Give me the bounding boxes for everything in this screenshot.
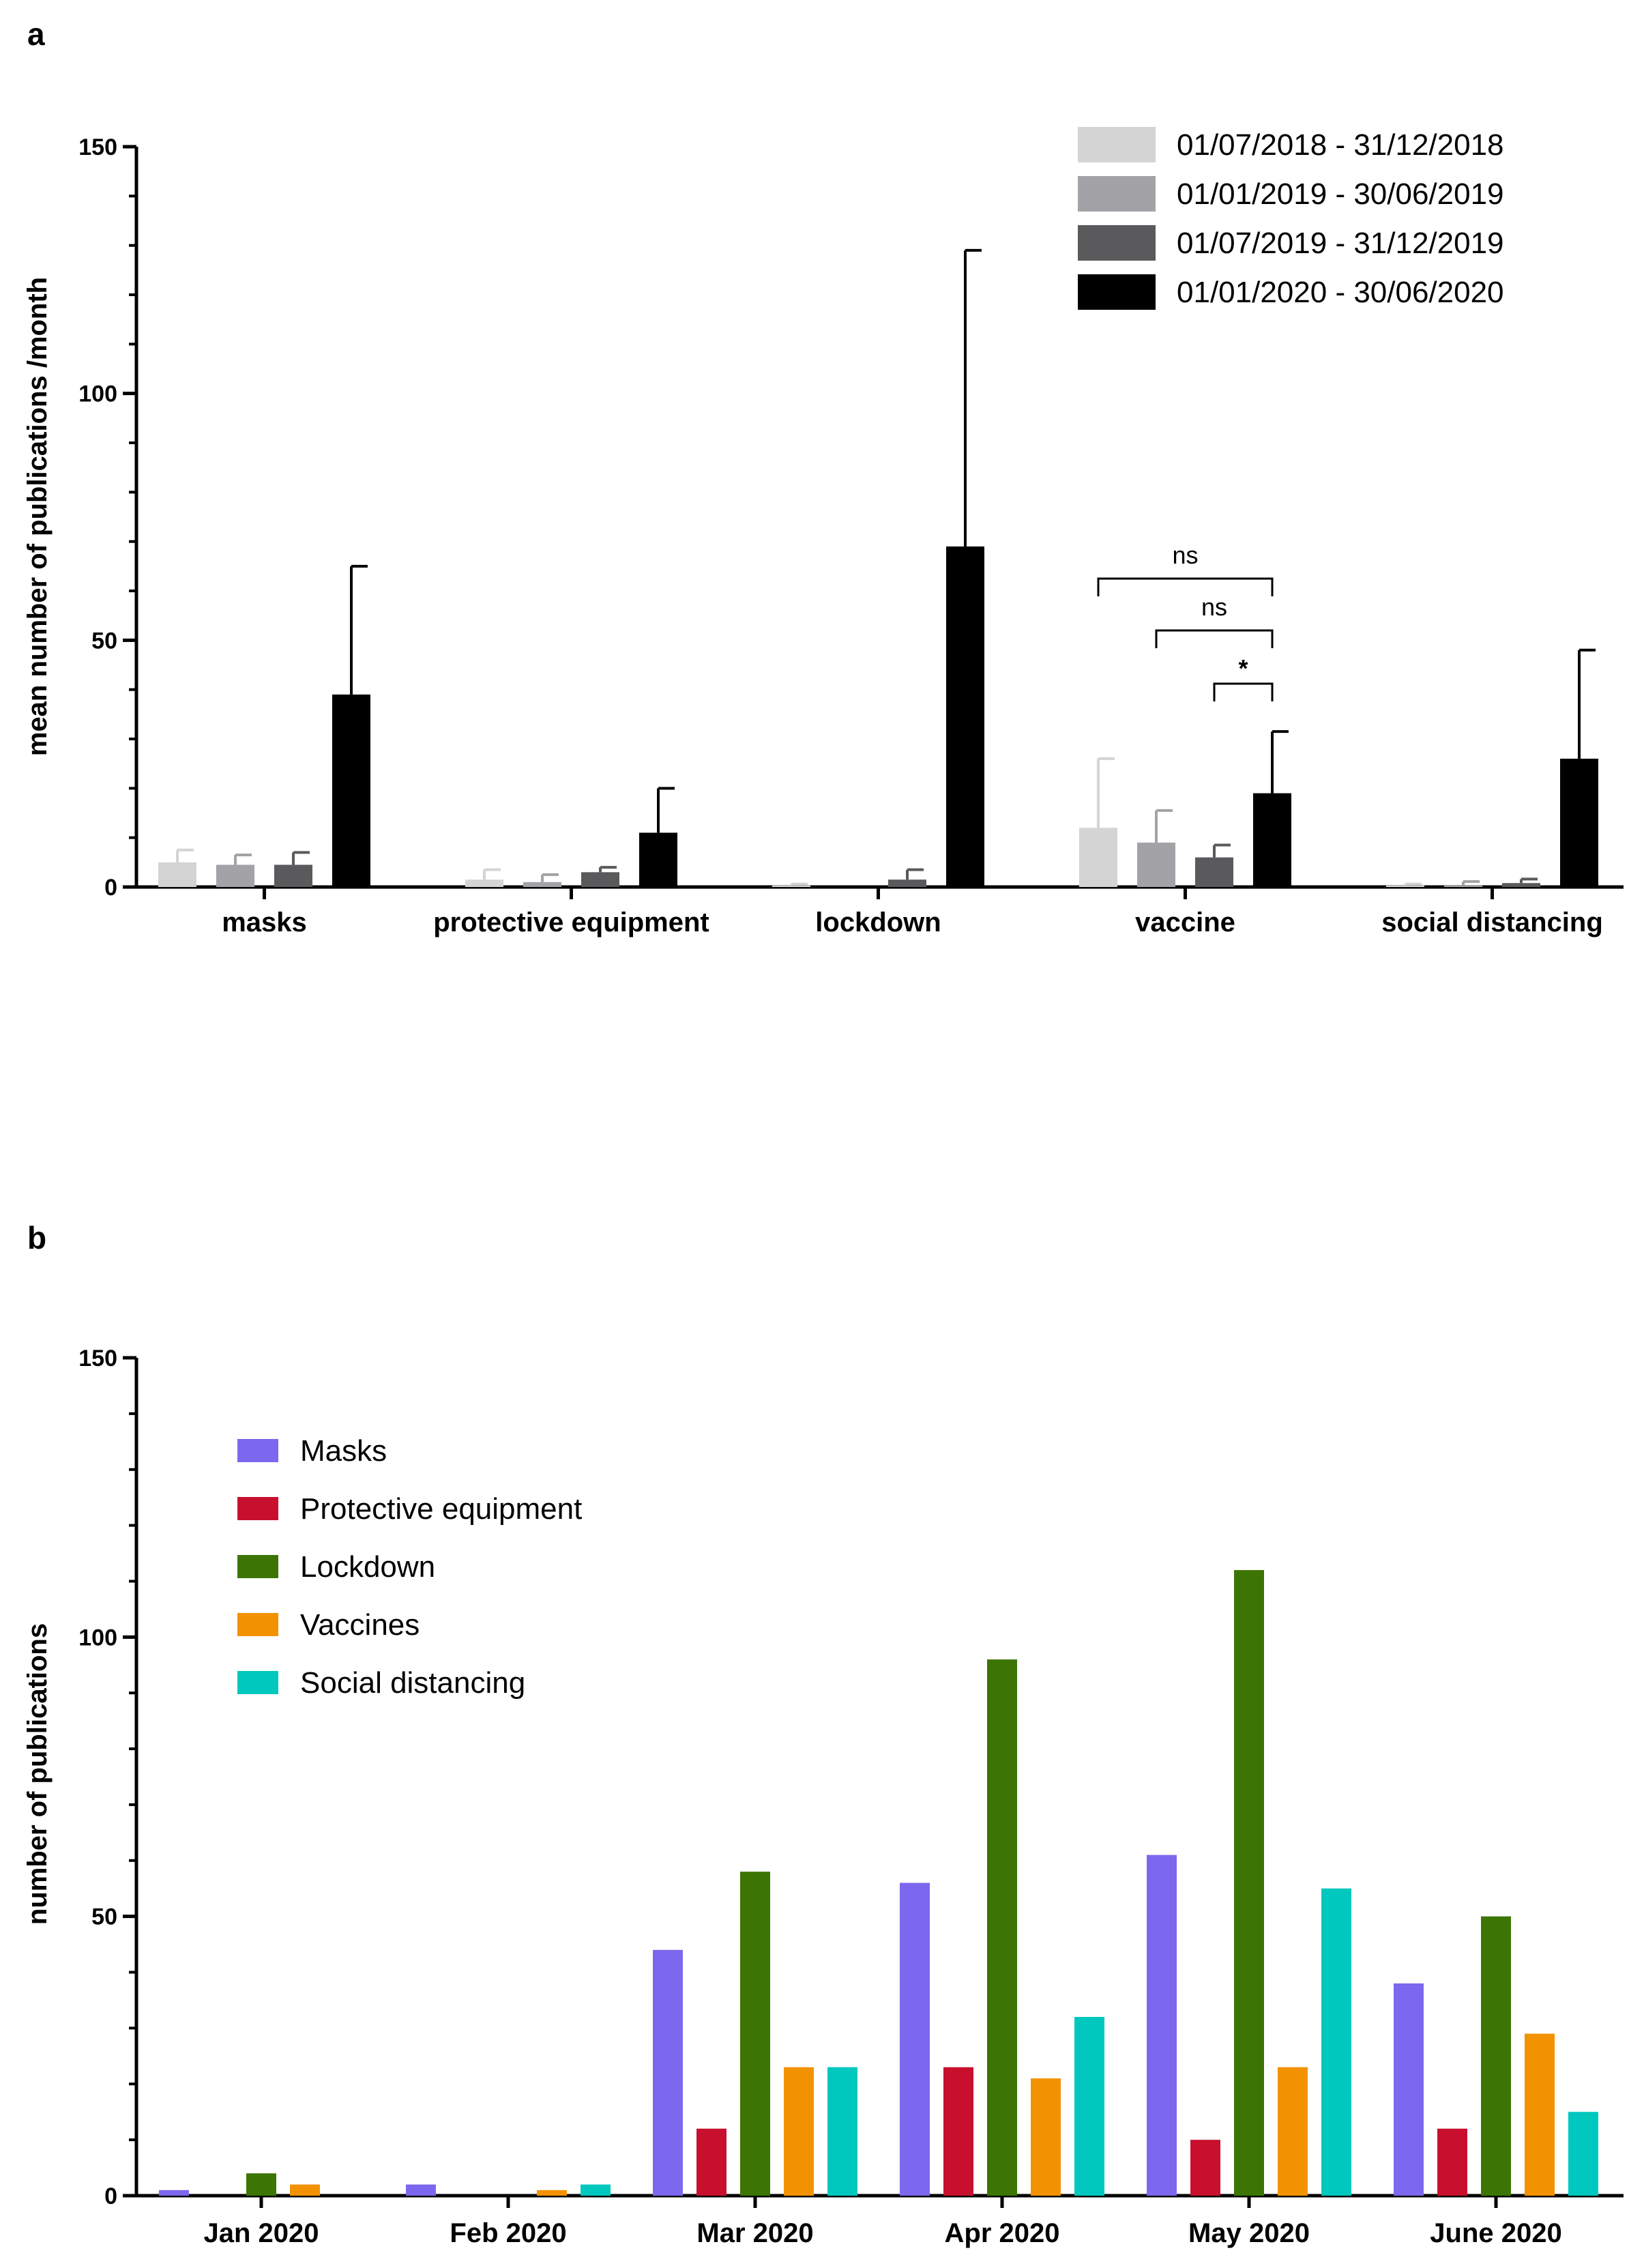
bar [1074,2017,1104,2196]
bar [1190,2140,1220,2196]
y-tick-label: 150 [78,134,117,160]
legend-label: Lockdown [300,1550,435,1584]
legend-swatch [1078,225,1156,261]
x-tick-label: Feb 2020 [450,2218,566,2248]
bar [1560,758,1598,887]
y-tick-label: 50 [91,628,117,654]
significance-bracket [1155,629,1274,648]
bar [1481,1916,1511,2196]
panel-label: a [27,16,45,52]
bar [465,879,503,887]
y-tick-label: 0 [104,875,117,901]
x-tick-label: Apr 2020 [945,2218,1060,2248]
bar [943,2067,973,2196]
significance-label: ns [1201,593,1227,621]
legend-swatch [1078,274,1156,310]
bar [772,885,810,887]
x-tick-label: June 2020 [1430,2218,1561,2248]
legend-swatch [1078,176,1156,212]
bar [1147,1855,1177,2196]
bar [290,2184,320,2196]
legend-swatch [237,1555,278,1578]
bar [900,1882,930,2196]
bar [827,2067,857,2196]
y-tick-label: 100 [78,381,117,407]
significance-label: * [1238,654,1248,682]
bar [406,2184,436,2196]
chart-panel-b: b 0 50 100 150 number of publications Jan 2020… [23,1220,1624,2248]
bar [653,1949,683,2196]
x-tick-label: Mar 2020 [696,2218,813,2248]
legend-label: 01/07/2019 - 31/12/2019 [1177,227,1504,260]
bar [1137,842,1175,887]
panel-label: b [27,1220,46,1255]
bar [1321,1888,1351,2196]
bar [1079,828,1117,887]
y-axis-label: number of publications [23,1623,53,1925]
x-tick-label: social distancing [1381,907,1603,937]
legend-swatch [237,1613,278,1636]
bar [1278,2067,1308,2196]
bar [1525,2033,1555,2196]
bar [639,832,677,887]
bar [159,2190,189,2196]
y-tick-label: 50 [91,1904,117,1930]
bar [946,546,984,887]
bar [987,1659,1017,2196]
bar [158,862,196,887]
x-tick-label: May 2020 [1188,2218,1310,2248]
legend-swatch [1078,127,1156,162]
bar [523,882,561,887]
y-axis-label: mean number of publications /month [23,277,53,756]
bar [696,2128,726,2196]
significance-bracket [1097,577,1274,596]
bar [784,2067,814,2196]
bar [1444,885,1482,887]
legend-label: 01/01/2020 - 30/06/2020 [1177,276,1504,309]
bar [1031,2078,1061,2196]
bar [1195,857,1233,887]
bar [332,694,370,887]
legend-swatch [237,1439,278,1462]
x-tick-label: Jan 2020 [203,2218,319,2248]
bar [1253,793,1291,887]
legend-label: Social distancing [300,1666,525,1700]
bar [274,864,312,887]
bar [1394,1983,1424,2196]
bar [1386,885,1424,887]
legend-label: Protective equipment [300,1492,582,1526]
significance-label: ns [1172,541,1198,569]
chart-panel-a: a 0 50 100 150 mean number of publications /m… [23,16,1624,937]
bar [1502,883,1540,887]
bar [1234,1570,1264,2196]
y-tick-label: 100 [78,1625,117,1651]
legend-swatch [237,1671,278,1694]
x-tick-label: vaccine [1135,907,1235,937]
bar [1568,2112,1598,2196]
bar [246,2173,276,2196]
bar [537,2190,567,2196]
x-tick-label: masks [222,907,307,937]
bar [1437,2128,1467,2196]
legend-swatch [237,1497,278,1520]
bar [581,2184,611,2196]
y-tick-label: 0 [104,2183,117,2209]
legend-label: 01/01/2019 - 30/06/2019 [1177,177,1504,211]
bar [216,864,254,887]
bar [581,872,619,887]
bar [740,1872,770,2196]
x-tick-label: protective equipment [433,907,709,937]
significance-bracket [1213,682,1274,701]
legend-label: Masks [300,1434,387,1468]
legend-label: Vaccines [300,1608,420,1642]
y-tick-label: 150 [78,1346,117,1371]
bar [888,879,926,887]
legend-label: 01/07/2018 - 31/12/2018 [1177,128,1504,162]
x-tick-label: lockdown [815,907,941,937]
